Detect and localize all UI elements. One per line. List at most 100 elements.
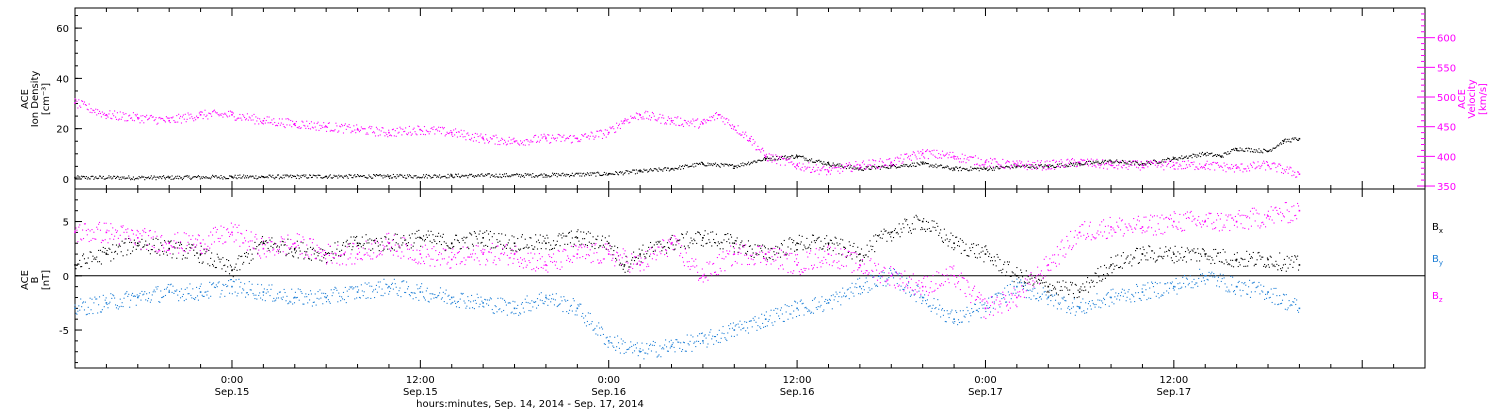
bx-dot <box>643 253 645 255</box>
velocity-dot <box>209 112 211 115</box>
bx-dot <box>598 247 600 249</box>
velocity-dot <box>907 157 909 159</box>
density-dot <box>1220 156 1222 158</box>
density-dot <box>393 176 395 178</box>
by-dot <box>336 289 338 291</box>
velocity-dot <box>997 163 999 165</box>
by-point-9 <box>356 291 359 293</box>
bx-dot <box>779 256 782 258</box>
density-dot <box>277 174 280 176</box>
velocity-dot <box>812 166 815 168</box>
density-dot <box>286 174 288 176</box>
velocity-dot <box>941 157 943 159</box>
bx-dot <box>708 239 710 241</box>
velocity-dot <box>850 170 852 172</box>
velocity-dot <box>1201 167 1204 169</box>
velocity-dot <box>249 117 251 119</box>
density-dot <box>833 164 835 166</box>
velocity-dot <box>1109 161 1111 163</box>
velocity-dot <box>1099 167 1101 169</box>
density-dot <box>374 175 377 177</box>
density-dot <box>217 176 219 178</box>
by-dot <box>486 303 488 305</box>
density-dot <box>566 173 568 175</box>
density-dot <box>1069 163 1071 165</box>
by-dot <box>609 336 611 338</box>
by-dot <box>297 288 299 290</box>
bx-dot <box>391 248 394 250</box>
density-dot <box>266 176 268 178</box>
density-dot <box>392 173 394 176</box>
velocity-dot <box>1020 162 1022 164</box>
velocity-dot <box>143 122 145 124</box>
density-dot <box>1081 164 1083 166</box>
velocity-dot <box>1004 167 1006 169</box>
bx-point-40 <box>1298 264 1301 266</box>
bx-dot <box>551 248 553 250</box>
velocity-dot <box>580 139 582 141</box>
density-dot <box>1183 157 1185 159</box>
by-dot <box>385 283 387 285</box>
density-dot <box>100 177 102 179</box>
bx-dot <box>1048 291 1050 293</box>
velocity-dot <box>1009 167 1011 169</box>
bx-dot <box>503 244 505 246</box>
density-dot <box>955 166 957 168</box>
velocity-dot <box>1011 165 1013 167</box>
density-dot <box>1187 157 1189 159</box>
bx-dot <box>190 247 192 249</box>
velocity-dot <box>998 164 1000 166</box>
density-dot <box>938 165 940 167</box>
density-dot <box>1167 157 1169 159</box>
velocity-dot <box>1092 159 1094 161</box>
density-dot <box>382 177 384 179</box>
by-dot <box>402 280 404 282</box>
bx-dot <box>304 250 306 253</box>
bx-dot <box>527 247 529 249</box>
bx-dot <box>742 246 744 248</box>
top-series-black <box>74 137 1301 181</box>
density-dot <box>1054 166 1057 169</box>
velocity-dot <box>847 164 849 166</box>
velocity-dot <box>128 115 130 117</box>
density-dot <box>106 177 108 179</box>
velocity-dot <box>986 159 988 161</box>
bx-dot <box>350 236 352 238</box>
velocity-dot <box>187 112 189 114</box>
bx-dot <box>544 237 546 239</box>
velocity-dot <box>244 116 246 119</box>
velocity-dot <box>909 155 912 157</box>
density-dot <box>592 173 594 175</box>
density-dot <box>1278 145 1280 147</box>
by-dot <box>578 305 580 307</box>
density-dot <box>186 174 188 177</box>
density-dot <box>913 162 915 164</box>
velocity-dot <box>709 116 711 118</box>
bx-dot <box>1019 281 1021 283</box>
density-dot <box>1090 162 1092 164</box>
bx-dot <box>365 234 367 236</box>
density-dot <box>1195 154 1197 156</box>
velocity-dot <box>916 158 918 160</box>
bx-dot <box>1105 267 1107 269</box>
velocity-dot <box>732 128 734 130</box>
by-dot <box>254 298 256 300</box>
velocity-dot <box>881 160 883 162</box>
bx-dot <box>998 270 1000 272</box>
by-dot <box>598 322 600 324</box>
by-dot <box>131 294 133 296</box>
velocity-dot <box>1210 163 1212 165</box>
velocity-dot <box>504 141 507 143</box>
density-dot <box>979 167 981 169</box>
density-dot <box>953 167 955 169</box>
bx-dot <box>1177 251 1179 253</box>
density-dot <box>1109 159 1111 161</box>
by-dot <box>537 304 539 306</box>
bx-dot <box>789 237 791 239</box>
bx-dot <box>735 240 737 242</box>
by-dot <box>392 288 394 290</box>
density-dot <box>371 177 373 180</box>
velocity-dot <box>283 125 285 128</box>
bx-dot <box>1080 286 1082 288</box>
density-point-13 <box>764 158 767 160</box>
